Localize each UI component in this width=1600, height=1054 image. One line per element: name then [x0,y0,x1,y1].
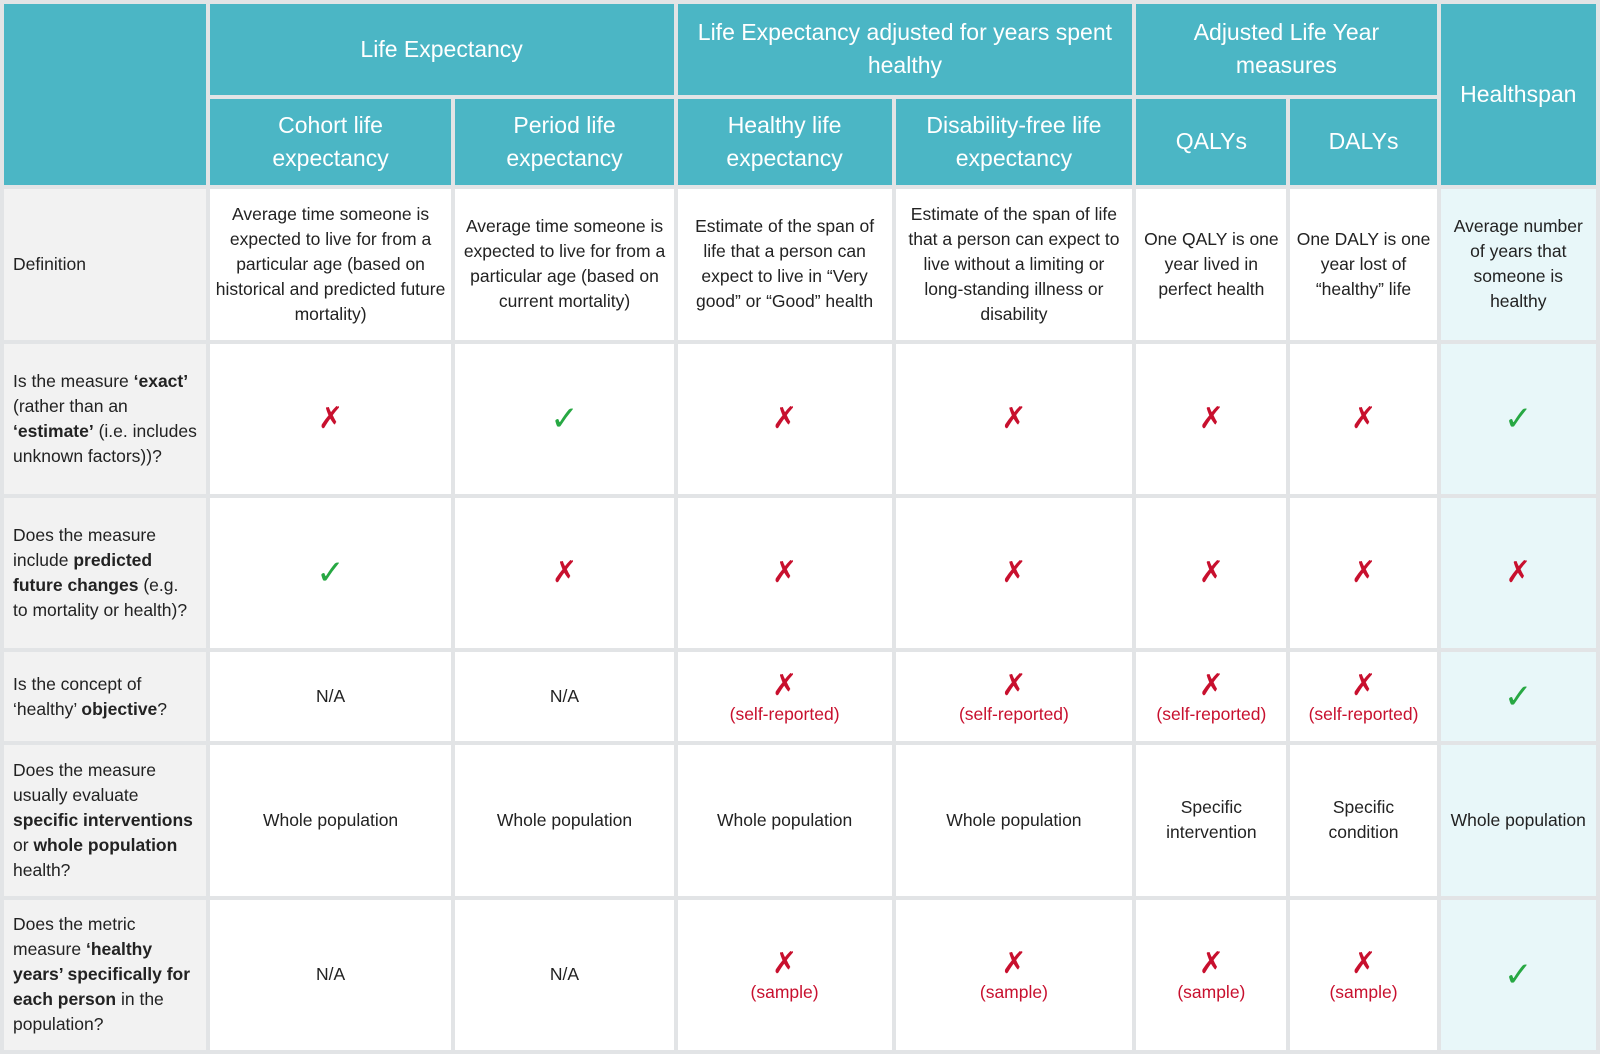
header-corner [4,4,206,186]
each-person-cell: ✗ (sample) [1290,899,1437,1050]
definition-cell: One QALY is one year lived in perfect he… [1136,189,1287,340]
definition-cell: Estimate of the span of life that a pers… [895,189,1133,340]
row-each-person: Does the metric measure ‘healthy years’ … [4,899,1596,1050]
check-icon: ✓ [550,398,579,439]
cross-icon: ✗ [1350,400,1377,436]
interventions-cell: Whole population [209,745,452,896]
header-group-life-expectancy: Life Expectancy [209,4,674,95]
definition-cell: One DALY is one year lost of “healthy” l… [1290,189,1437,340]
row-objective: Is the concept of ‘healthy’ objective? N… [4,652,1596,742]
predicted-cell: ✗ [1290,498,1437,649]
sample-note: (sample) [750,981,819,1002]
check-icon: ✓ [1504,954,1533,995]
sample-note: (sample) [979,981,1048,1002]
predicted-cell: ✓ [209,498,452,649]
row-interventions: Does the measure usually evaluate specif… [4,745,1596,896]
each-person-cell-na: N/A [209,899,452,1050]
cross-icon: ✗ [1001,555,1027,591]
objective-cell-na: N/A [455,652,674,742]
objective-cell: ✗ (self-reported) [1136,652,1287,742]
interventions-cell: Whole population [677,745,892,896]
interventions-cell: Whole population [895,745,1133,896]
cross-icon: ✗ [1001,400,1027,436]
cross-icon: ✗ [1198,667,1224,703]
objective-cell-na: N/A [209,652,452,742]
predicted-cell: ✗ [677,498,892,649]
check-icon: ✓ [1504,398,1533,439]
each-person-cell-na: N/A [455,899,674,1050]
predicted-cell-healthspan: ✗ [1440,498,1596,649]
self-reported-note: (self-reported) [1156,703,1267,724]
self-reported-note: (self-reported) [729,703,840,724]
row-label-interventions: Does the measure usually evaluate specif… [4,745,206,896]
objective-cell: ✗ (self-reported) [677,652,892,742]
row-label-objective: Is the concept of ‘healthy’ objective? [4,652,206,742]
cross-icon: ✗ [1350,945,1377,981]
cross-icon: ✗ [1505,555,1531,591]
each-person-cell-healthspan: ✓ [1440,899,1596,1050]
exact-cell: ✗ [1136,343,1287,495]
exact-cell: ✗ [677,343,892,495]
sample-note: (sample) [1177,981,1246,1002]
exact-cell: ✓ [455,343,674,495]
interventions-cell: Specific condition [1290,745,1437,896]
header-dalys: DALYs [1290,98,1437,186]
cross-icon: ✗ [1350,555,1377,591]
interventions-cell: Whole population [455,745,674,896]
objective-cell-healthspan: ✓ [1440,652,1596,742]
objective-cell: ✗ (self-reported) [895,652,1133,742]
cross-icon: ✗ [772,555,798,591]
row-label-predicted: Does the measure include predicted futur… [4,498,206,649]
predicted-cell: ✗ [895,498,1133,649]
header-healthspan: Healthspan [1440,4,1596,186]
sample-note: (sample) [1329,981,1398,1002]
cross-icon: ✗ [1198,945,1224,981]
row-exact: Is the measure ‘exact’ (rather than an ‘… [4,343,1596,495]
exact-cell: ✗ [209,343,452,495]
interventions-cell: Specific intervention [1136,745,1287,896]
header-healthy-life-expectancy: Healthy life expectancy [677,98,892,186]
cross-icon: ✗ [1350,667,1377,703]
cross-icon: ✗ [772,667,798,703]
header-disability-free-life-expectancy: Disability-free life expectancy [895,98,1133,186]
predicted-cell: ✗ [1136,498,1287,649]
check-icon: ✓ [1504,676,1533,717]
cross-icon: ✗ [551,555,578,591]
cross-icon: ✗ [1001,667,1027,703]
cross-icon: ✗ [772,945,798,981]
row-definition: Definition Average time someone is expec… [4,189,1596,340]
definition-cell: Estimate of the span of life that a pers… [677,189,892,340]
row-label-exact: Is the measure ‘exact’ (rather than an ‘… [4,343,206,495]
interventions-cell-healthspan: Whole population [1440,745,1596,896]
objective-cell: ✗ (self-reported) [1290,652,1437,742]
row-predicted: Does the measure include predicted futur… [4,498,1596,649]
exact-cell-healthspan: ✓ [1440,343,1596,495]
each-person-cell: ✗ (sample) [1136,899,1287,1050]
cross-icon: ✗ [1198,400,1224,436]
cross-icon: ✗ [772,400,798,436]
header-cohort-life-expectancy: Cohort life expectancy [209,98,452,186]
header-period-life-expectancy: Period life expectancy [455,98,674,186]
header-qalys: QALYs [1136,98,1287,186]
header-group-adjusted-life-year: Adjusted Life Year measures [1136,4,1437,95]
definition-cell: Average time someone is expected to live… [209,189,452,340]
self-reported-note: (self-reported) [958,703,1069,724]
each-person-cell: ✗ (sample) [677,899,892,1050]
cross-icon: ✗ [1198,555,1224,591]
header-group-adjusted: Life Expectancy adjusted for years spent… [677,4,1133,95]
predicted-cell: ✗ [455,498,674,649]
exact-cell: ✗ [1290,343,1437,495]
self-reported-note: (self-reported) [1308,703,1419,724]
exact-cell: ✗ [895,343,1133,495]
row-label-definition: Definition [4,189,206,340]
definition-cell-healthspan: Average number of years that someone is … [1440,189,1596,340]
cross-icon: ✗ [317,400,344,436]
cross-icon: ✗ [1001,945,1027,981]
row-label-each-person: Does the metric measure ‘healthy years’ … [4,899,206,1050]
each-person-cell: ✗ (sample) [895,899,1133,1050]
check-icon: ✓ [316,553,345,594]
definition-cell: Average time someone is expected to live… [455,189,674,340]
